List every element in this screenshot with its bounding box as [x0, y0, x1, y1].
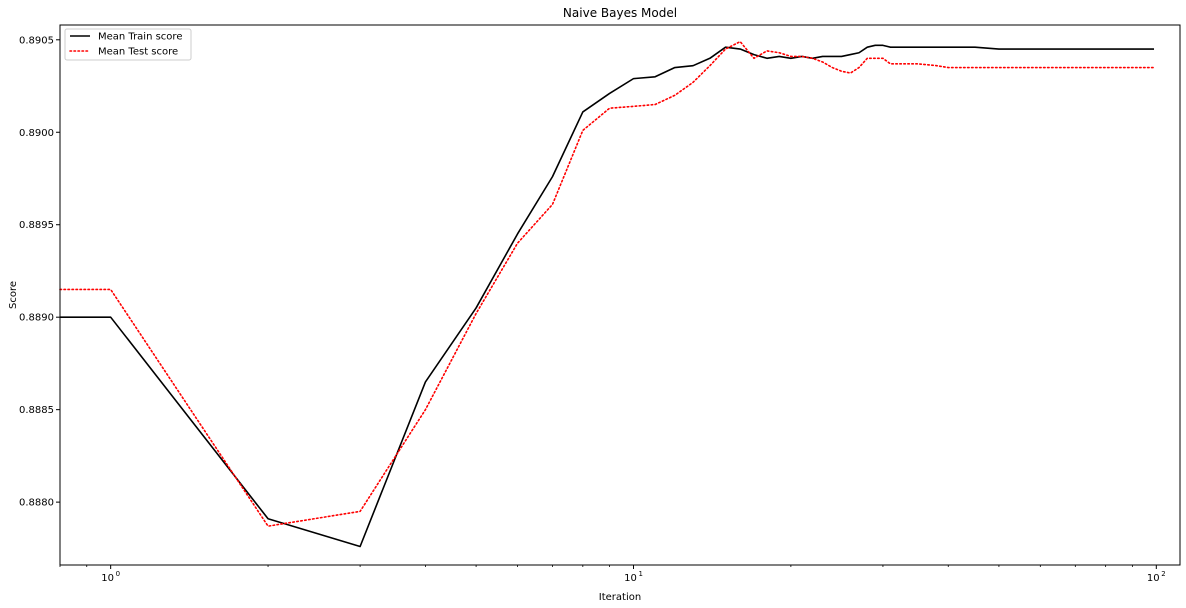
series-line-1 [59, 40, 1155, 527]
x-tick-label: 10 [101, 573, 114, 584]
y-tick-label: 0.8905 [19, 35, 54, 46]
y-tick-label: 0.8895 [19, 220, 54, 231]
x-axis-label: Iteration [599, 592, 641, 603]
legend-box [64, 28, 192, 61]
y-axis-ticks: 0.8880 0.8885 0.8890 0.8895 0.8900 0.8905 [19, 35, 60, 509]
plot-frame [59, 24, 1181, 566]
plot-area [60, 25, 1180, 565]
legend-label-test: Mean Test score [98, 47, 178, 58]
y-tick-label: 0.8885 [19, 405, 54, 416]
x-tick-exponent: 2 [1161, 570, 1165, 578]
legend: Mean Train score Mean Test score [64, 28, 192, 61]
y-axis-label: Score [8, 281, 19, 309]
x-tick-exponent: 1 [638, 570, 642, 578]
chart-title: Naive Bayes Model [563, 6, 677, 20]
x-tick-exponent: 0 [116, 570, 120, 578]
x-tick-label: 10 [624, 573, 637, 584]
y-tick-label: 0.8890 [19, 313, 54, 324]
y-tick-label: 0.8900 [19, 128, 54, 139]
x-tick-label: 10 [1147, 573, 1160, 584]
legend-label-train: Mean Train score [98, 32, 182, 43]
y-tick-label: 0.8880 [19, 498, 54, 509]
series-layer [59, 40, 1155, 548]
series-line-0 [60, 44, 1155, 548]
